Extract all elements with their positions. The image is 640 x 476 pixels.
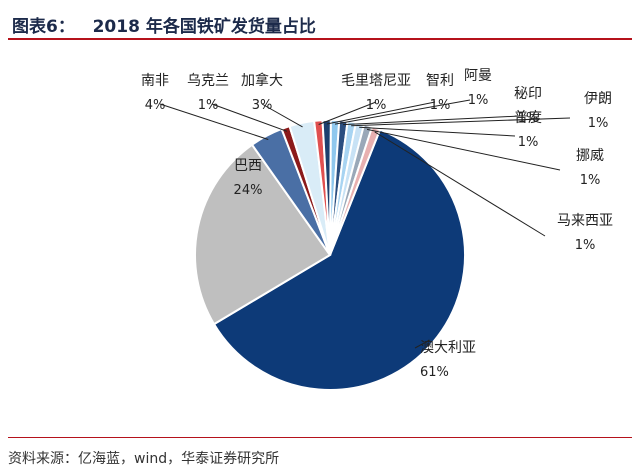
chart-title: 图表6： 2018 年各国铁矿发货量占比 (12, 17, 316, 37)
slice-value-10: 1% (588, 116, 609, 131)
slice-label-7: 智利 (426, 73, 454, 89)
slice-label-4: 乌克兰 (187, 73, 229, 89)
leader-line-9 (343, 115, 521, 126)
slice-label-11: 普度 (514, 110, 542, 126)
leader-line-10 (351, 117, 571, 127)
leader-line-8 (334, 99, 471, 125)
chart-title-bar: 图表6： 2018 年各国铁矿发货量占比 (8, 8, 632, 40)
leader-line-1 (414, 339, 430, 349)
pie-slice-1 (212, 128, 466, 391)
slice-label-6: 毛里塔尼亚 (341, 73, 411, 89)
slice-value-3: 4% (145, 98, 166, 113)
slice-value-8: 1% (468, 93, 489, 108)
leader-line-4 (211, 103, 288, 132)
slice-label-2: 巴西 (234, 158, 262, 174)
slice-value-6: 1% (366, 98, 387, 113)
slice-label-5: 加拿大 (241, 72, 283, 89)
leader-line-11 (359, 126, 516, 137)
leader-line-3 (159, 103, 269, 140)
source-note: 资料来源：亿海蓝，wind，华泰证券研究所 (8, 451, 280, 467)
leader-line-12 (366, 128, 561, 171)
slice-value-13: 1% (575, 238, 596, 253)
slice-value-2: 24% (234, 183, 263, 198)
slice-label-3: 南非 (141, 73, 169, 89)
slice-label-1: 澳大利亚 (420, 340, 476, 356)
slice-label-10: 伊朗 (584, 91, 612, 107)
slice-label-8: 阿曼 (464, 68, 492, 84)
leader-line-13 (374, 131, 546, 237)
slice-value-12: 1% (580, 173, 601, 188)
pie-chart-area: 澳大利亚 61% 巴西 24% 南非 4% 乌克兰 1% 加拿大 3% 毛里塔尼亚 1% 智利 1% 阿曼 1… (0, 40, 640, 435)
slice-value-1: 61% (420, 365, 449, 380)
footer-divider (8, 437, 632, 438)
slice-value-9: 1% (518, 111, 539, 126)
leader-line-5 (261, 103, 303, 128)
title-divider (8, 38, 632, 40)
slice-label-13: 马来西亚 (557, 213, 613, 229)
leader-line-6 (318, 101, 377, 125)
slice-value-4: 1% (198, 98, 219, 113)
slice-value-5: 3% (252, 98, 273, 113)
pie-slice-2 (194, 143, 332, 326)
leader-line-7 (326, 101, 436, 125)
slice-label-9: 秘印 (514, 86, 542, 102)
pie-chart: 澳大利亚 61% 巴西 24% 南非 4% 乌克兰 1% 加拿大 3% 毛里塔尼亚 1% 智利 1% 阿曼 1… (141, 68, 613, 391)
slice-label-12: 挪威 (576, 148, 604, 164)
slice-value-11: 1% (518, 135, 539, 150)
